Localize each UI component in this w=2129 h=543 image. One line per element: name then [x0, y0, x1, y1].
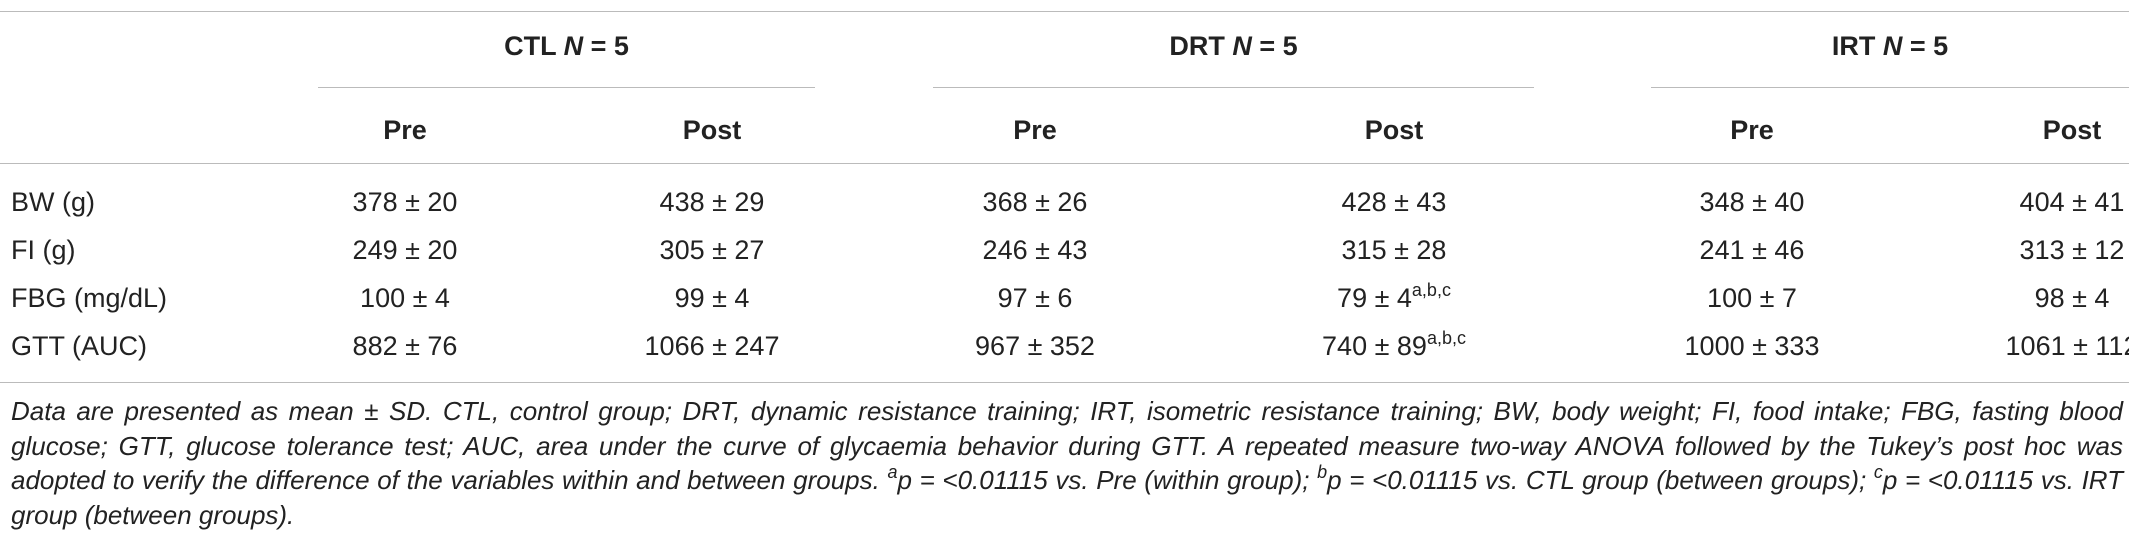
subheader-cell: Pre	[835, 113, 1235, 147]
cell: 313 ± 12	[1872, 233, 2129, 267]
group-n-symbol: N	[1882, 31, 1903, 61]
subheader-cell: Post	[512, 113, 912, 147]
group-name: IRT	[1831, 31, 1876, 61]
cell: 1000 ± 333	[1552, 329, 1952, 363]
group-n-symbol: N	[1232, 31, 1252, 61]
cell-value: 378 ± 20	[352, 187, 458, 217]
cell: 428 ± 43	[1194, 185, 1594, 219]
note-mark: a	[887, 462, 898, 482]
group-header: DRT N = 5	[933, 29, 1534, 63]
cell: 79 ± 4a,b,c	[1194, 281, 1594, 315]
subheader: Post	[682, 115, 742, 145]
cell-value: 313 ± 12	[2019, 235, 2125, 265]
group-n-value: = 5	[1259, 31, 1298, 61]
cell: 315 ± 28	[1194, 233, 1594, 267]
cell: 882 ± 76	[205, 329, 605, 363]
note-text: p = <0.01115 vs. CTL group (between grou…	[1327, 465, 1867, 495]
cell-value: 368 ± 26	[982, 187, 1088, 217]
group-name: DRT	[1169, 31, 1225, 61]
subheader-cell: Pre	[1552, 113, 1952, 147]
rule	[1651, 87, 2129, 88]
cell: 378 ± 20	[205, 185, 605, 219]
cell-value: 348 ± 40	[1699, 187, 1805, 217]
note-text: p = <0.01115 vs. Pre (within group);	[897, 465, 1310, 495]
footnote: Data are presented as mean ± SD. CTL, co…	[11, 394, 2123, 532]
cell-value: 967 ± 352	[975, 331, 1095, 361]
row-label: BW (g)	[11, 187, 95, 217]
note-mark: c	[1873, 462, 1883, 482]
rule	[0, 11, 2129, 12]
cell: 967 ± 352	[835, 329, 1235, 363]
cell-value: 882 ± 76	[352, 331, 458, 361]
subheader-cell: Post	[1872, 113, 2129, 147]
subheader: Post	[2042, 115, 2102, 145]
subheader: Pre	[383, 115, 427, 145]
cell-value: 100 ± 7	[1707, 283, 1797, 313]
cell-value: 98 ± 4	[2034, 283, 2110, 313]
note-mark: b	[1317, 462, 1328, 482]
cell-value: 428 ± 43	[1341, 187, 1447, 217]
cell-value: 1066 ± 247	[644, 331, 780, 361]
cell: 368 ± 26	[835, 185, 1235, 219]
cell-value: 438 ± 29	[659, 187, 765, 217]
cell: 1066 ± 247	[512, 329, 912, 363]
group-n-value: = 5	[590, 31, 629, 61]
row-label: FI (g)	[11, 235, 76, 265]
cell: 97 ± 6	[835, 281, 1235, 315]
rule	[318, 87, 815, 88]
cell: 740 ± 89a,b,c	[1194, 329, 1594, 363]
cell: 305 ± 27	[512, 233, 912, 267]
cell-value: 97 ± 6	[997, 283, 1073, 313]
subheader: Pre	[1013, 115, 1057, 145]
cell: 1061 ± 112	[1872, 329, 2129, 363]
subheader-cell: Post	[1194, 113, 1594, 147]
cell: 404 ± 41	[1872, 185, 2129, 219]
cell: 249 ± 20	[205, 233, 605, 267]
subheader-cell: Pre	[205, 113, 605, 147]
cell-value: 99 ± 4	[674, 283, 750, 313]
cell-value: 404 ± 41	[2019, 187, 2125, 217]
group-name: CTL	[504, 31, 557, 61]
footnote-text: Data are presented as mean ± SD. CTL, co…	[11, 396, 2123, 495]
cell-value: 246 ± 43	[982, 235, 1088, 265]
cell-value: 315 ± 28	[1341, 235, 1447, 265]
cell-value: 305 ± 27	[659, 235, 765, 265]
cell-value: 100 ± 4	[360, 283, 450, 313]
group-n-symbol: N	[563, 31, 584, 61]
group-header: CTL N = 5	[318, 29, 815, 63]
cell: 348 ± 40	[1552, 185, 1952, 219]
cell-value: 241 ± 46	[1699, 235, 1805, 265]
subheader: Post	[1364, 115, 1424, 145]
cell-value: 1061 ± 112	[2005, 331, 2129, 361]
cell: 241 ± 46	[1552, 233, 1952, 267]
cell: 98 ± 4	[1872, 281, 2129, 315]
note-text: p = <0.01115 vs. IRT group (between grou…	[11, 465, 2123, 530]
cell: 438 ± 29	[512, 185, 912, 219]
group-header: IRT N = 5	[1651, 29, 2129, 63]
rule	[0, 163, 2129, 164]
cell-superscript: a,b,c	[1426, 328, 1466, 348]
group-n-value: = 5	[1909, 31, 1949, 61]
cell: 246 ± 43	[835, 233, 1235, 267]
row-label: GTT (AUC)	[11, 331, 147, 361]
rule	[933, 87, 1534, 88]
cell: 100 ± 4	[205, 281, 605, 315]
subheader: Pre	[1730, 115, 1774, 145]
cell-value: 249 ± 20	[352, 235, 458, 265]
cell: 99 ± 4	[512, 281, 912, 315]
row-label: FBG (mg/dL)	[11, 283, 168, 313]
cell-value: 740 ± 89	[1322, 331, 1427, 361]
cell-value: 79 ± 4	[1337, 283, 1412, 313]
rule	[0, 382, 2129, 383]
cell-superscript: a,b,c	[1411, 280, 1451, 300]
cell-value: 1000 ± 333	[1684, 331, 1820, 361]
cell: 100 ± 7	[1552, 281, 1952, 315]
